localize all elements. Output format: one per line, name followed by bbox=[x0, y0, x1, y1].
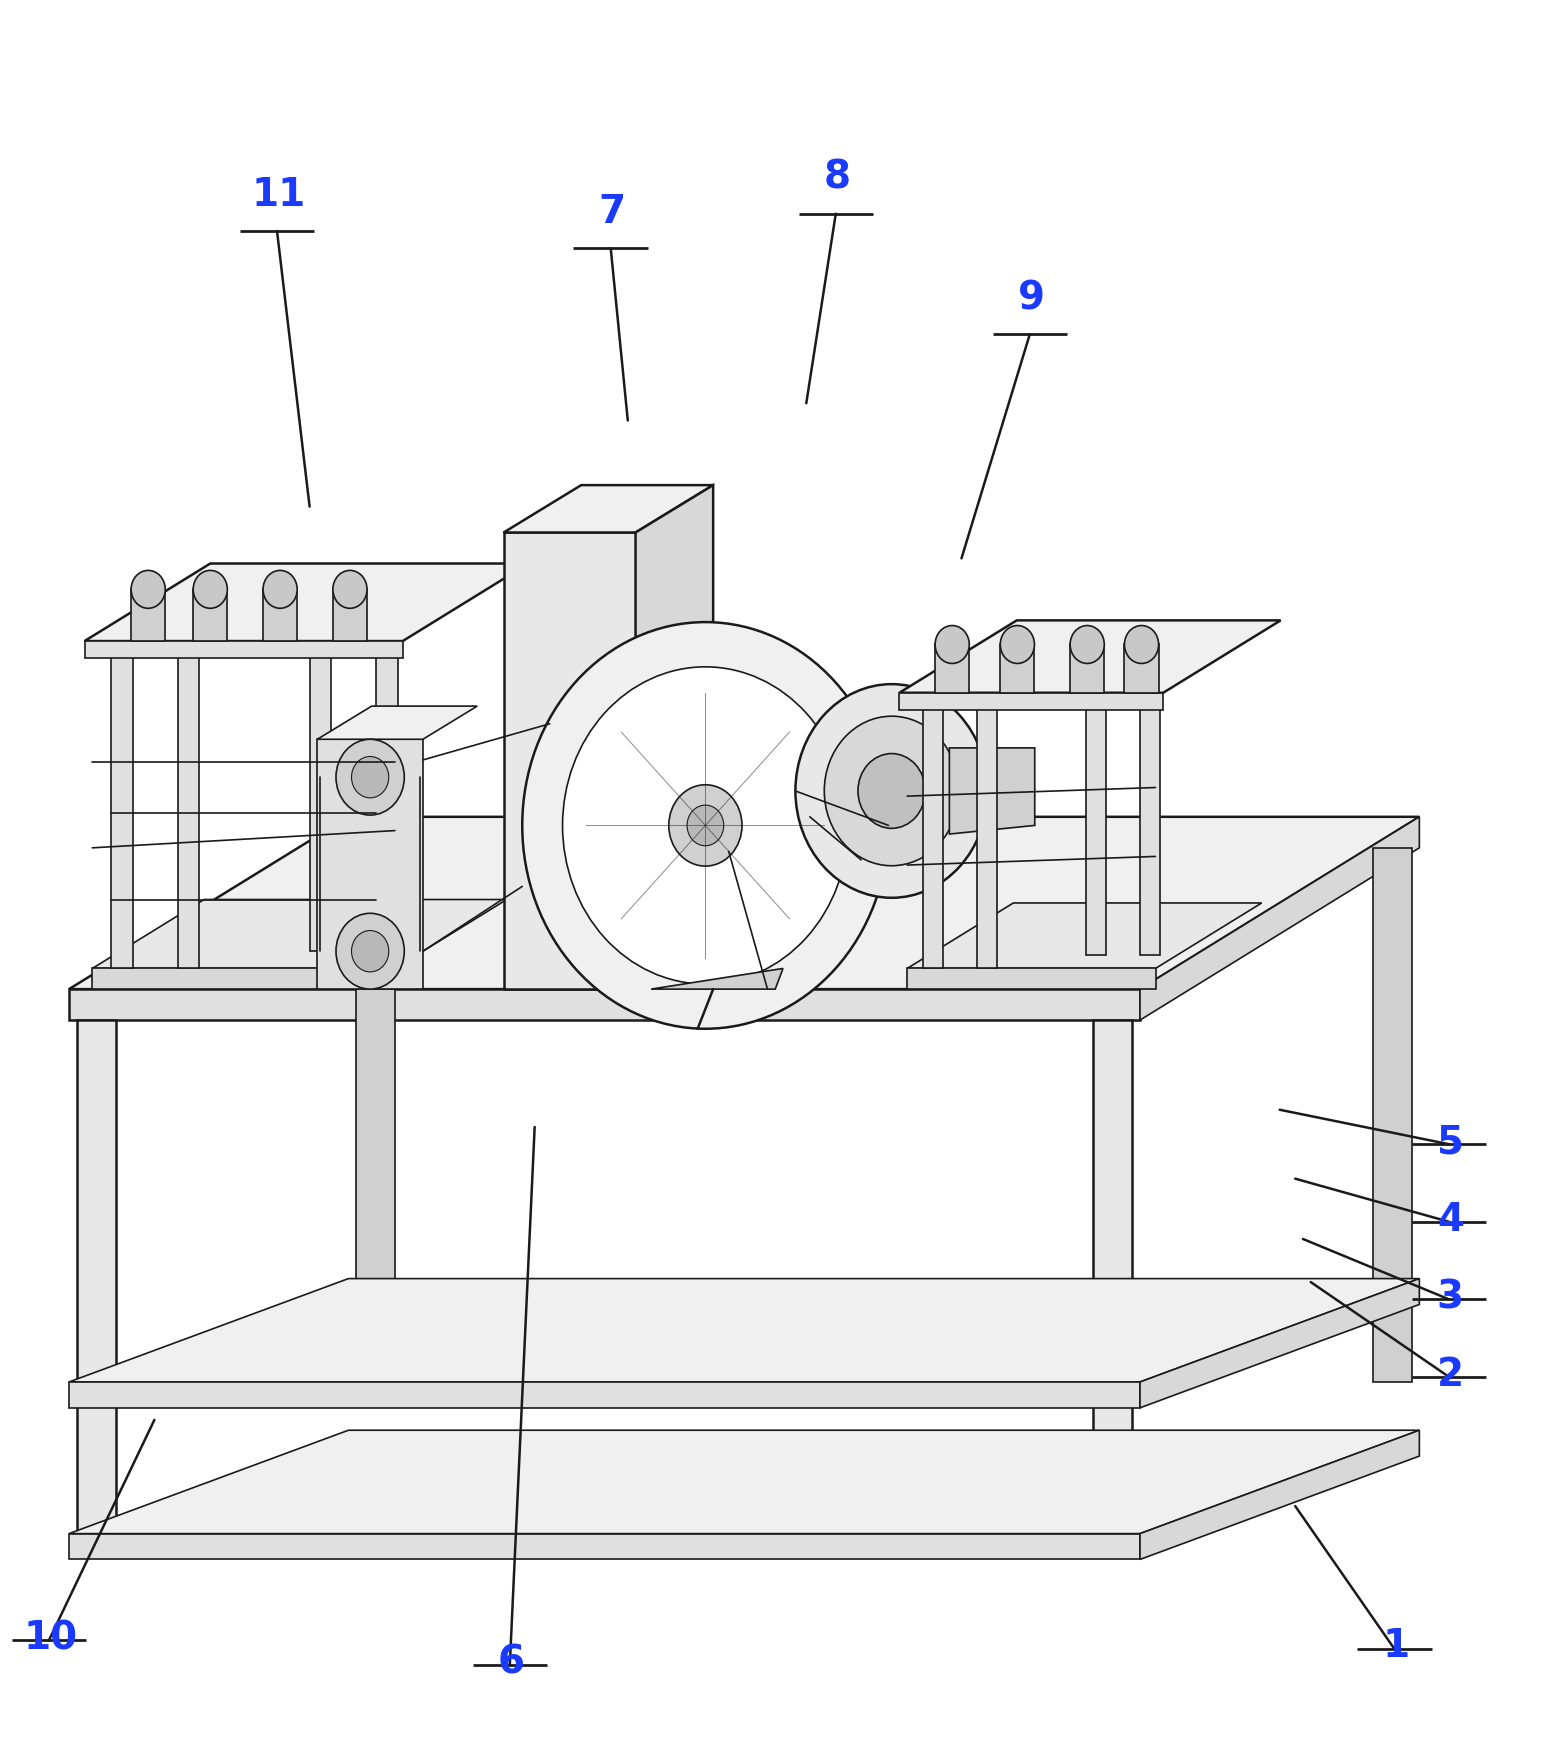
Circle shape bbox=[562, 667, 849, 985]
Text: 3: 3 bbox=[1438, 1278, 1464, 1317]
Polygon shape bbox=[1070, 644, 1104, 693]
Polygon shape bbox=[1140, 679, 1160, 955]
Polygon shape bbox=[899, 620, 1281, 693]
Circle shape bbox=[1001, 625, 1035, 664]
Text: 1: 1 bbox=[1383, 1626, 1409, 1664]
Text: 6: 6 bbox=[498, 1643, 525, 1681]
Polygon shape bbox=[77, 1020, 116, 1555]
Polygon shape bbox=[132, 589, 166, 641]
Polygon shape bbox=[1140, 1278, 1419, 1407]
Polygon shape bbox=[263, 589, 298, 641]
Polygon shape bbox=[922, 693, 943, 969]
Polygon shape bbox=[1373, 848, 1411, 1383]
Text: 11: 11 bbox=[252, 175, 305, 214]
Circle shape bbox=[935, 625, 969, 664]
Circle shape bbox=[351, 757, 388, 797]
Circle shape bbox=[858, 754, 926, 829]
Polygon shape bbox=[92, 900, 507, 969]
Polygon shape bbox=[977, 693, 998, 969]
Polygon shape bbox=[907, 903, 1262, 969]
Circle shape bbox=[1070, 625, 1104, 664]
Text: 9: 9 bbox=[1018, 280, 1045, 318]
Polygon shape bbox=[334, 589, 366, 641]
Text: 10: 10 bbox=[23, 1619, 77, 1657]
Polygon shape bbox=[85, 641, 402, 658]
Polygon shape bbox=[636, 485, 713, 988]
Polygon shape bbox=[92, 969, 395, 988]
Polygon shape bbox=[69, 816, 1419, 988]
Polygon shape bbox=[1140, 816, 1419, 1020]
Polygon shape bbox=[69, 1430, 1419, 1534]
Circle shape bbox=[824, 716, 958, 865]
Polygon shape bbox=[1124, 644, 1159, 693]
Polygon shape bbox=[899, 693, 1164, 710]
Text: 8: 8 bbox=[824, 158, 850, 196]
Circle shape bbox=[263, 570, 298, 608]
Polygon shape bbox=[69, 988, 1140, 1020]
Circle shape bbox=[687, 804, 723, 846]
Circle shape bbox=[669, 785, 742, 867]
Polygon shape bbox=[111, 641, 133, 969]
Polygon shape bbox=[193, 589, 227, 641]
Polygon shape bbox=[318, 740, 423, 988]
Circle shape bbox=[351, 931, 388, 973]
Polygon shape bbox=[69, 1534, 1140, 1560]
Text: 2: 2 bbox=[1438, 1357, 1464, 1395]
Circle shape bbox=[337, 914, 404, 988]
Polygon shape bbox=[177, 641, 199, 969]
Polygon shape bbox=[935, 644, 969, 693]
Polygon shape bbox=[651, 969, 783, 988]
Polygon shape bbox=[69, 1383, 1140, 1407]
Polygon shape bbox=[1085, 679, 1106, 955]
Polygon shape bbox=[504, 533, 636, 988]
Polygon shape bbox=[504, 485, 713, 533]
Circle shape bbox=[132, 570, 166, 608]
Text: 5: 5 bbox=[1438, 1124, 1464, 1162]
Polygon shape bbox=[310, 624, 332, 952]
Circle shape bbox=[337, 740, 404, 815]
Circle shape bbox=[521, 622, 888, 1028]
Text: 7: 7 bbox=[598, 193, 626, 231]
Text: 4: 4 bbox=[1438, 1200, 1464, 1238]
Circle shape bbox=[334, 570, 366, 608]
Polygon shape bbox=[318, 707, 478, 740]
Polygon shape bbox=[376, 624, 398, 952]
Polygon shape bbox=[1140, 1430, 1419, 1560]
Polygon shape bbox=[69, 1278, 1419, 1383]
Polygon shape bbox=[355, 848, 395, 1383]
Polygon shape bbox=[1093, 1020, 1132, 1555]
Polygon shape bbox=[907, 969, 1156, 988]
Polygon shape bbox=[85, 563, 528, 641]
Circle shape bbox=[1124, 625, 1159, 664]
Polygon shape bbox=[949, 749, 1035, 834]
Circle shape bbox=[193, 570, 227, 608]
Polygon shape bbox=[1001, 644, 1035, 693]
Circle shape bbox=[796, 684, 988, 898]
